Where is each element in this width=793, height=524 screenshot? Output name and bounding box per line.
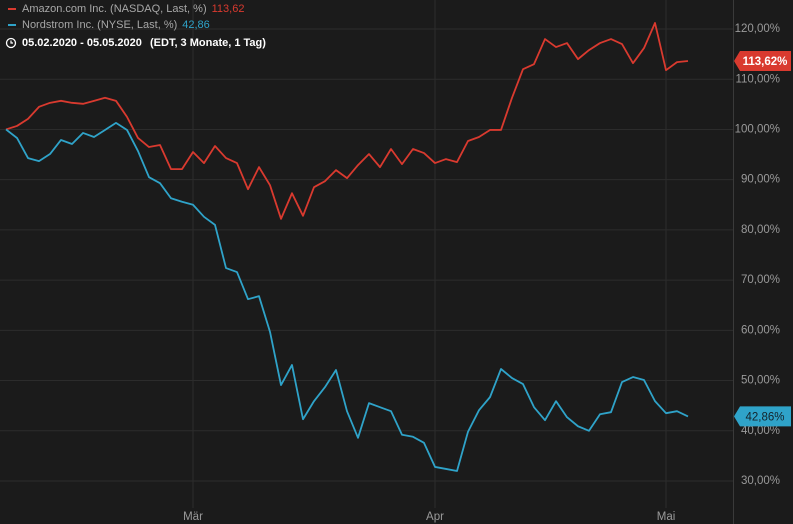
- y-tick-label: 90,00%: [741, 174, 780, 186]
- range-detail: (EDT, 3 Monate, 1 Tag): [150, 37, 266, 49]
- x-tick-label: Mär: [183, 511, 203, 523]
- y-tick-label: 100,00%: [735, 123, 780, 135]
- y-tick-label: 30,00%: [741, 475, 780, 487]
- x-tick-label: Apr: [426, 511, 444, 523]
- end-tag-label: 42,86%: [745, 411, 784, 423]
- y-tick-label: 70,00%: [741, 274, 780, 286]
- series-line: [5, 22, 689, 220]
- legend-value: 42,86: [182, 19, 210, 31]
- clock-hands: [10, 40, 13, 44]
- date-range: 05.02.2020 - 05.05.2020: [22, 37, 142, 49]
- clock-icon: [5, 37, 17, 49]
- y-tick-label: 120,00%: [735, 23, 780, 35]
- y-tick-label: 110,00%: [735, 73, 780, 85]
- legend-label: Amazon.com Inc. (NASDAQ, Last, %): [22, 3, 207, 15]
- legend-value: 113,62: [212, 3, 245, 15]
- grid: [0, 0, 733, 508]
- y-tick-label: 40,00%: [741, 425, 780, 437]
- series-line: [5, 122, 689, 472]
- legend-label: Nordstrom Inc. (NYSE, Last, %): [22, 19, 177, 31]
- y-tick-label: 80,00%: [741, 224, 780, 236]
- x-tick-label: Mai: [657, 511, 676, 523]
- y-tick-label: 60,00%: [741, 324, 780, 336]
- end-tag: [734, 406, 791, 427]
- end-tag-label: 113,62%: [743, 56, 788, 68]
- lines: [5, 22, 689, 472]
- legend: 05.02.2020 - 05.05.2020 (EDT, 3 Monate, …: [5, 3, 266, 49]
- y-tick-label: 50,00%: [741, 375, 780, 387]
- end-tag: [734, 51, 791, 72]
